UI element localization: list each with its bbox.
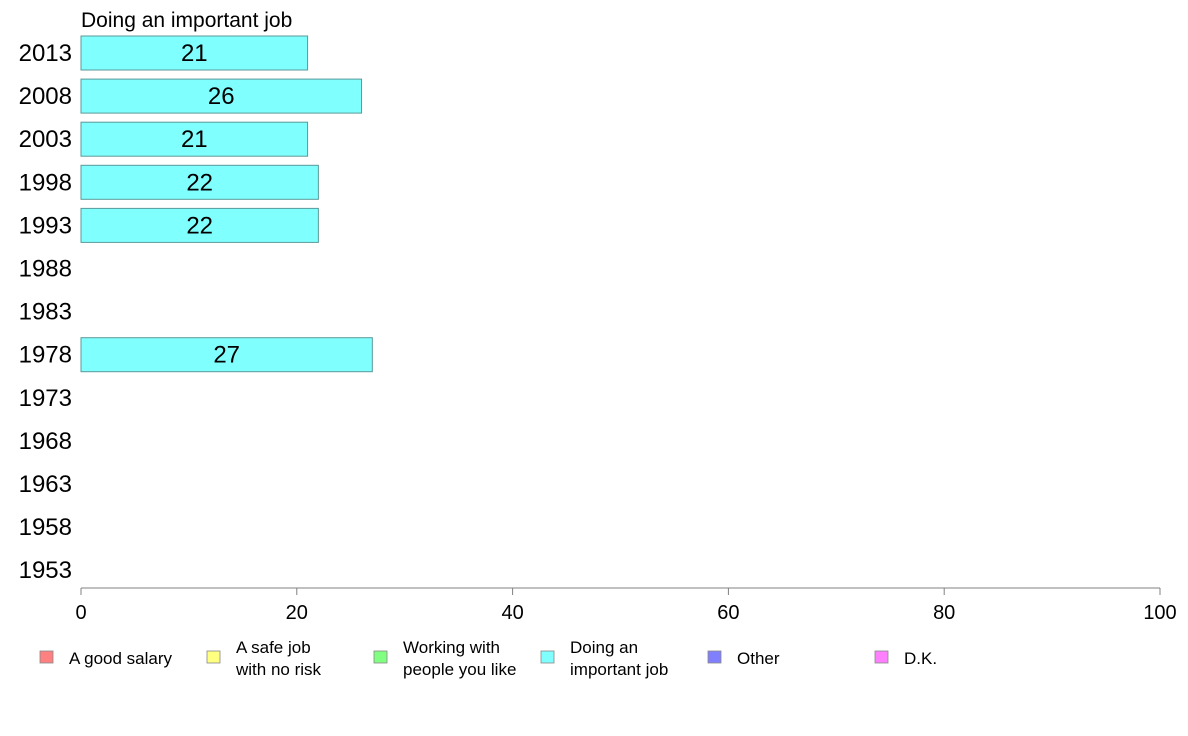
legend-swatch: [874, 650, 889, 664]
bar: [80, 121, 309, 157]
legend-label: Doing an: [570, 638, 638, 657]
x-tick-label: 80: [933, 602, 955, 624]
y-tick-label: 1973: [19, 385, 72, 412]
y-tick-label: 2008: [19, 83, 72, 110]
y-tick-label: 1998: [19, 169, 72, 196]
x-tick-label: 20: [286, 602, 308, 624]
chart-title: Doing an important job: [81, 9, 292, 32]
y-tick-label: 1983: [19, 299, 72, 326]
legend-label: A safe job: [236, 638, 311, 657]
legend-label: people you like: [403, 660, 516, 679]
legend-label: with no risk: [235, 660, 322, 679]
y-tick-label: 1958: [19, 514, 72, 541]
x-axis: 0 20 40 60 80 100: [75, 587, 1177, 624]
y-tick-label: 2003: [19, 126, 72, 153]
legend: A good salary A safe job with no risk Worki…: [39, 638, 937, 679]
bar: [80, 78, 363, 114]
y-tick-label: 1993: [19, 212, 72, 239]
bar-value-label: 27: [213, 342, 240, 369]
legend-swatch: [540, 650, 555, 664]
bar: [80, 35, 309, 71]
legend-swatch: [39, 650, 54, 664]
y-tick-label: 1963: [19, 471, 72, 498]
x-tick-label: 0: [75, 602, 86, 624]
legend-label: Other: [737, 649, 780, 668]
y-tick-label: 1988: [19, 256, 72, 283]
bar-value-label: 21: [181, 40, 208, 67]
bar: [80, 207, 319, 243]
legend-swatch: [206, 650, 221, 664]
legend-label: Working with: [403, 638, 500, 657]
bar: [80, 337, 373, 373]
x-tick-label: 60: [717, 602, 739, 624]
bar-value-label: 21: [181, 126, 208, 153]
legend-label: important job: [570, 660, 668, 679]
legend-swatch: [373, 650, 388, 664]
legend-label: D.K.: [904, 649, 937, 668]
x-tick-label: 100: [1143, 602, 1176, 624]
x-tick-label: 40: [501, 602, 523, 624]
y-tick-label: 1968: [19, 428, 72, 455]
legend-label: A good salary: [69, 649, 173, 668]
bar: [80, 164, 319, 200]
legend-swatch: [707, 650, 722, 664]
y-axis-labels: 2013 2008 2003 1998 1993 1988 1983 1978 1973 1968…: [19, 40, 72, 584]
bar-value-label: 22: [186, 169, 213, 196]
y-tick-label: 1978: [19, 342, 72, 369]
y-tick-label: 1953: [19, 557, 72, 584]
y-tick-label: 2013: [19, 40, 72, 67]
bar-value-label: 22: [186, 212, 213, 239]
bar-value-label: 26: [208, 83, 235, 110]
